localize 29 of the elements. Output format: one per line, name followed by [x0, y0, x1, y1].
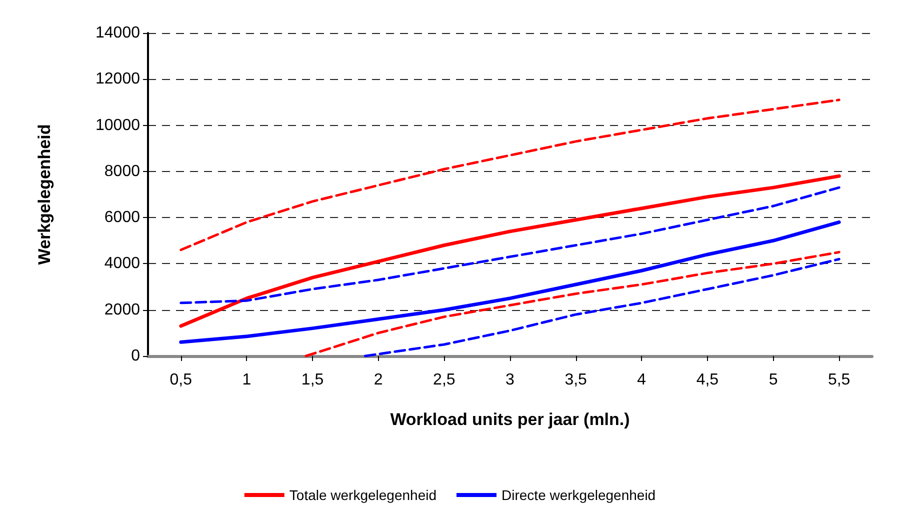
x-tick-label: 5,5: [828, 372, 850, 388]
x-tick-label: 1,5: [301, 372, 324, 388]
y-tick-label: 12000: [96, 70, 140, 88]
x-tick-label: 2: [374, 372, 383, 388]
line-series: [180, 186, 840, 304]
x-tick-label: 5: [768, 372, 778, 388]
y-tick-label: 2000: [104, 301, 140, 318]
x-tick-label: 4: [637, 372, 646, 388]
x-axis-title: Workload units per jaar (mln.): [390, 410, 630, 429]
y-axis-title: Werkgelegenheid: [35, 124, 54, 265]
line-series: [364, 258, 840, 358]
x-tick-label: 1: [242, 372, 252, 388]
line-series: [179, 174, 841, 328]
line-series: [180, 98, 840, 252]
legend-label: Directe werkgelegenheid: [502, 487, 656, 503]
x-tick-label: 2,5: [433, 372, 456, 388]
y-tick-label: 10000: [96, 116, 140, 134]
x-tick-label: 3,5: [564, 372, 588, 388]
y-tick-label: 8000: [104, 162, 140, 180]
y-tick-label: 0: [131, 348, 140, 364]
x-tick-label: 3: [506, 372, 515, 388]
legend-label: Totale werkgelegenheid: [289, 487, 437, 503]
line-series: [179, 220, 841, 344]
x-tick-label: 0,5: [170, 372, 192, 388]
y-tick-label: 6000: [104, 209, 140, 226]
line-series: [304, 250, 840, 358]
y-tick-label: 14000: [96, 24, 140, 42]
y-tick-label: 4000: [104, 255, 140, 272]
x-tick-label: 4,5: [696, 372, 719, 388]
